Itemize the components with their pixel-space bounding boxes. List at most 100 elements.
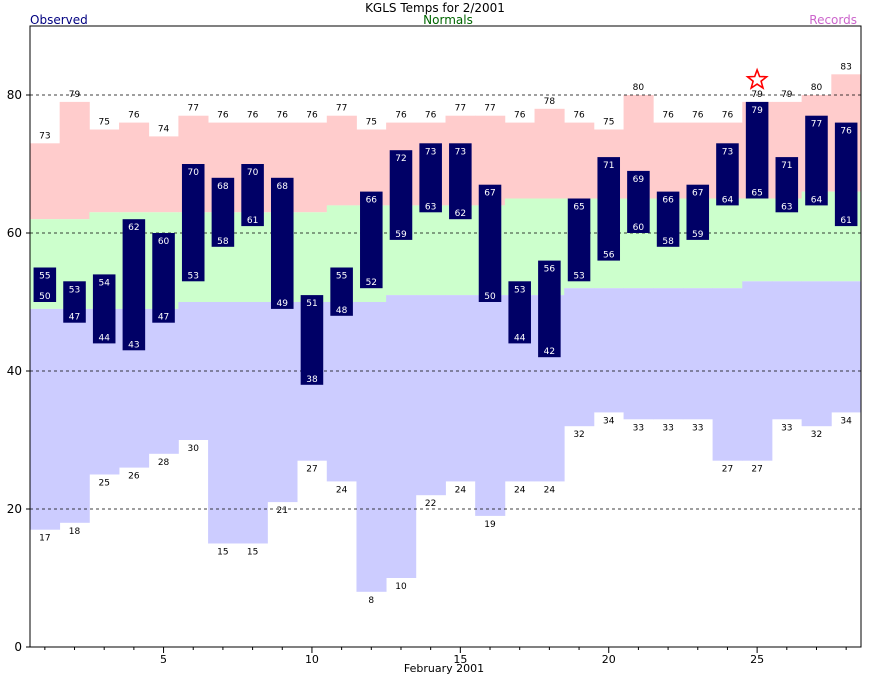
record-low-label: 27 <box>306 465 317 475</box>
observed-bar <box>181 164 205 282</box>
record-high-band <box>653 122 684 199</box>
record-high-band <box>30 143 61 220</box>
observed-low-label: 50 <box>39 292 51 302</box>
record-low-label: 17 <box>39 534 50 544</box>
observed-bar <box>449 143 472 220</box>
record-high-label: 77 <box>455 104 466 114</box>
observed-high-label: 73 <box>425 147 436 157</box>
record-high-label: 76 <box>722 111 734 121</box>
observed-low-label: 47 <box>158 313 169 323</box>
record-low-band <box>801 281 832 427</box>
record-low-band <box>475 295 506 516</box>
observed-low-label: 60 <box>633 223 645 233</box>
observed-low-label: 64 <box>811 195 823 205</box>
observed-high-label: 53 <box>514 285 525 295</box>
observed-low-label: 43 <box>128 340 139 350</box>
record-high-band <box>326 115 357 206</box>
observed-bar <box>716 143 739 206</box>
observed-low-label: 61 <box>247 216 258 226</box>
observed-low-label: 62 <box>455 209 466 219</box>
observed-bar <box>834 122 858 227</box>
observed-bar <box>508 281 531 344</box>
observed-high-label: 79 <box>751 106 763 116</box>
record-low-band <box>326 302 357 482</box>
normal-band <box>445 205 476 296</box>
observed-high-label: 62 <box>128 223 139 233</box>
record-low-label: 10 <box>395 582 407 592</box>
record-low-label: 33 <box>692 423 703 433</box>
observed-low-label: 61 <box>840 216 851 226</box>
observed-high-label: 53 <box>69 285 80 295</box>
record-high-band <box>148 136 179 213</box>
observed-high-label: 60 <box>158 237 170 247</box>
record-low-band <box>564 288 595 427</box>
record-high-label: 78 <box>544 97 556 107</box>
observed-bar <box>627 170 650 233</box>
observed-bar <box>330 267 353 316</box>
observed-bar <box>567 198 591 282</box>
record-low-band <box>237 302 268 544</box>
observed-low-label: 47 <box>69 313 80 323</box>
observed-low-label: 56 <box>603 251 615 261</box>
observed-high-label: 51 <box>306 299 317 309</box>
record-high-label: 76 <box>306 111 318 121</box>
record-low-label: 24 <box>514 485 526 495</box>
record-high-label: 79 <box>69 90 81 100</box>
observed-high-label: 71 <box>603 161 614 171</box>
record-low-label: 25 <box>98 479 109 489</box>
record-low-label: 33 <box>633 423 644 433</box>
record-low-label: 27 <box>722 465 733 475</box>
record-star-marker <box>745 67 769 90</box>
record-high-band <box>119 122 150 213</box>
observed-high-label: 73 <box>455 147 466 157</box>
record-high-label: 74 <box>158 124 170 134</box>
observed-bar <box>211 177 235 247</box>
normal-band <box>297 212 328 302</box>
observed-bar <box>597 157 621 261</box>
observed-bar <box>656 191 680 247</box>
observed-high-label: 67 <box>692 189 703 199</box>
record-low-band <box>445 295 476 482</box>
record-low-label: 15 <box>247 548 258 558</box>
observed-low-label: 65 <box>751 189 762 199</box>
normal-band <box>801 191 832 282</box>
observed-bar <box>419 143 442 213</box>
observed-bar <box>152 233 175 323</box>
record-high-label: 76 <box>514 111 526 121</box>
record-low-label: 32 <box>573 430 584 440</box>
observed-bar <box>300 295 324 385</box>
record-low-label: 26 <box>128 472 140 482</box>
plot-area: 73 17 79 18 75 25 76 26 74 28 77 30 76 15 76 15 76 21 76 27… <box>30 62 862 606</box>
record-high-label: 80 <box>633 83 645 93</box>
observed-bar <box>478 184 502 302</box>
observed-low-label: 53 <box>573 271 584 281</box>
record-high-label: 77 <box>336 104 347 114</box>
observed-low-label: 44 <box>514 333 526 343</box>
record-low-label: 28 <box>158 458 170 468</box>
record-low-label: 30 <box>188 444 200 454</box>
observed-low-label: 59 <box>395 230 407 240</box>
y-tick-label: 40 <box>7 364 22 378</box>
observed-high-label: 66 <box>662 196 674 206</box>
observed-low-label: 53 <box>188 271 199 281</box>
record-high-band <box>504 122 535 199</box>
record-low-label: 18 <box>69 527 81 537</box>
x-tick-label: 5 <box>160 653 167 666</box>
record-low-label: 8 <box>368 596 374 606</box>
observed-high-label: 55 <box>336 272 347 282</box>
normal-band <box>415 205 446 296</box>
observed-low-label: 52 <box>366 278 377 288</box>
observed-bar <box>33 267 57 302</box>
observed-bar <box>92 274 116 344</box>
record-low-band <box>593 288 624 413</box>
observed-low-label: 58 <box>662 237 674 247</box>
observed-low-label: 50 <box>484 292 496 302</box>
record-high-label: 76 <box>277 111 289 121</box>
observed-low-label: 48 <box>336 306 348 316</box>
observed-low-label: 63 <box>425 202 436 212</box>
observed-bar <box>805 115 828 206</box>
record-low-label: 27 <box>751 465 762 475</box>
record-high-label: 76 <box>217 111 229 121</box>
record-low-band <box>623 288 654 420</box>
normal-band <box>712 198 743 289</box>
